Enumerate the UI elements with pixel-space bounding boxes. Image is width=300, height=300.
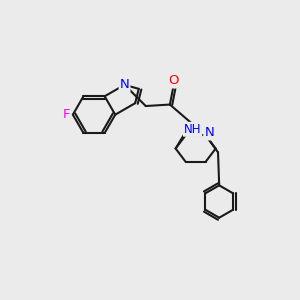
Text: N: N (120, 78, 129, 91)
Text: NH: NH (184, 123, 201, 136)
Text: F: F (63, 108, 70, 121)
Text: O: O (168, 74, 179, 88)
Text: N: N (204, 126, 214, 140)
